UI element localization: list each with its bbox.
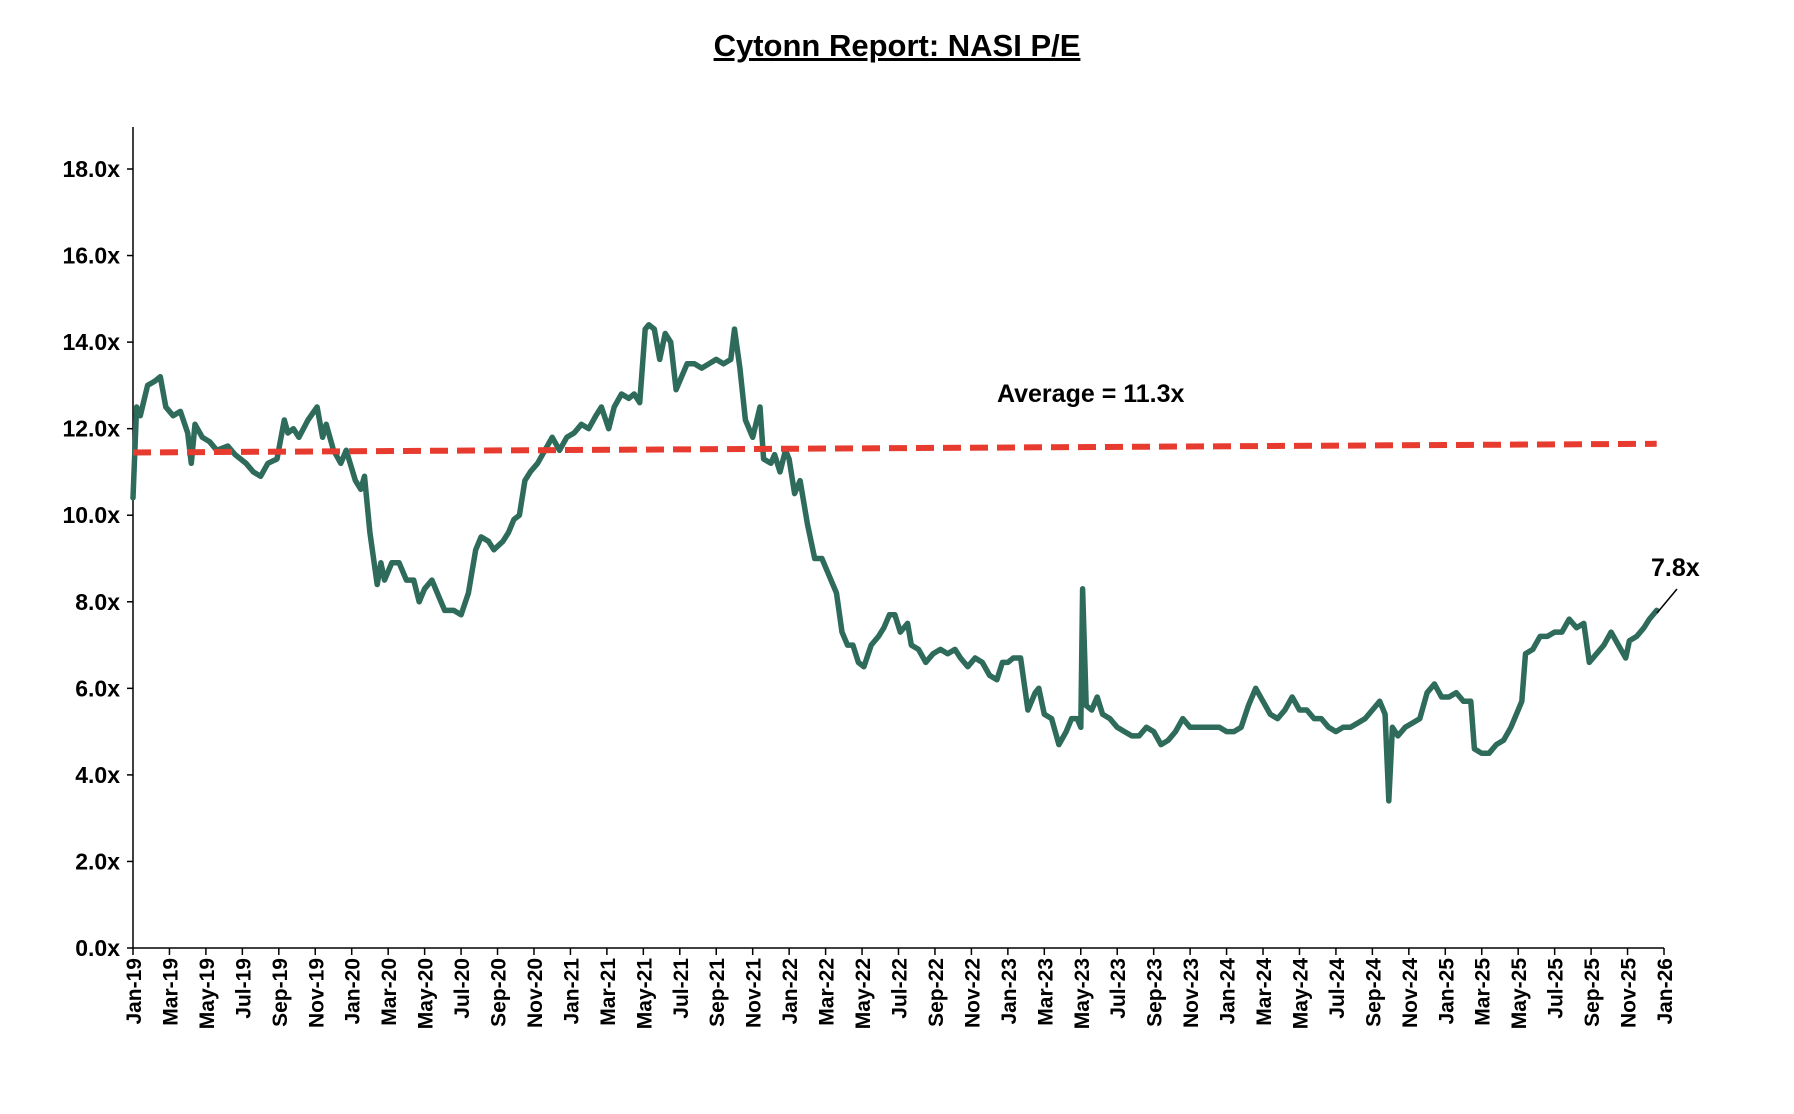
y-tick-label: 12.0x (62, 416, 120, 442)
x-tick-label: Nov-24 (1399, 958, 1422, 1028)
x-tick-label: Sep-24 (1362, 958, 1385, 1027)
latest-value-annotation: 7.8x (1651, 554, 1700, 582)
x-tick-label: Sep-20 (488, 958, 511, 1027)
x-tick-label: Nov-25 (1618, 958, 1641, 1028)
x-tick-label: Jul-21 (670, 958, 693, 1019)
y-tick-label: 6.0x (75, 675, 120, 701)
y-tick-label: 4.0x (75, 762, 120, 788)
axes (132, 127, 1664, 949)
x-tick-label: Mar-19 (159, 958, 182, 1026)
x-tick-label: Nov-22 (961, 958, 984, 1028)
x-tick-label: Sep-23 (1144, 958, 1167, 1027)
x-tick-label: Sep-25 (1581, 958, 1604, 1027)
x-tick-label: Jul-22 (889, 958, 912, 1019)
x-tick-label: May-20 (415, 958, 438, 1029)
x-tick-label: Mar-24 (1253, 958, 1276, 1026)
x-tick-label: May-19 (196, 958, 219, 1029)
pe-series-line (130, 322, 1660, 804)
average-line (132, 440, 1657, 456)
y-axis-ticks: 0.0x 2.0x 4.0x 6.0x 8.0x 10.0x 12.0x 14.0x 16.0x… (62, 156, 133, 961)
x-tick-label: Jan-20 (342, 958, 365, 1025)
x-tick-label: Jul-19 (232, 958, 255, 1019)
x-tick-label: Jul-24 (1326, 958, 1349, 1019)
series-layer (130, 322, 1660, 804)
x-tick-label: Jan-25 (1435, 958, 1458, 1025)
x-tick-label: Sep-19 (269, 958, 292, 1027)
x-tick-label: Jan-21 (560, 958, 583, 1025)
x-tick-label: Jan-24 (1217, 958, 1240, 1025)
y-tick-label: 14.0x (62, 329, 120, 355)
x-tick-label: Sep-21 (706, 958, 729, 1027)
y-tick-label: 0.0x (75, 935, 120, 961)
x-tick-label: May-21 (633, 958, 656, 1030)
x-tick-label: Mar-25 (1472, 958, 1495, 1026)
x-tick-label: Jul-20 (451, 958, 474, 1019)
average-annotation: Average = 11.3x (997, 380, 1185, 408)
y-tick-label: 2.0x (75, 848, 120, 874)
x-tick-label: Jan-26 (1654, 958, 1677, 1025)
x-tick-label: May-22 (852, 958, 875, 1029)
x-tick-label: Mar-22 (816, 958, 839, 1026)
x-tick-label: Jan-22 (779, 958, 802, 1025)
x-tick-label: May-23 (1071, 958, 1094, 1029)
x-tick-label: Nov-20 (524, 958, 547, 1028)
x-tick-label: Mar-20 (378, 958, 401, 1026)
y-tick-label: 8.0x (75, 589, 120, 615)
x-axis-ticks: Jan-19 Mar-19 May-19 Jul-19 Sep-19 Nov-19 Jan-… (123, 948, 1677, 1029)
y-tick-label: 10.0x (62, 502, 120, 528)
x-tick-label: Mar-21 (597, 958, 620, 1026)
x-tick-label: May-24 (1289, 958, 1312, 1030)
x-tick-label: Nov-19 (305, 958, 328, 1028)
x-tick-label: May-25 (1508, 958, 1531, 1030)
x-tick-label: Nov-21 (743, 958, 766, 1028)
chart-title: Cytonn Report: NASI P/E (713, 28, 1081, 63)
x-tick-label: Nov-23 (1180, 958, 1203, 1028)
x-tick-label: Jul-25 (1545, 958, 1568, 1019)
latest-value-leader-line (1656, 588, 1678, 614)
x-tick-label: Jul-23 (1107, 958, 1130, 1019)
x-tick-label: Sep-22 (925, 958, 948, 1027)
y-tick-label: 16.0x (62, 243, 120, 269)
x-tick-label: Mar-23 (1034, 958, 1057, 1026)
x-tick-label: Jan-23 (998, 958, 1021, 1025)
y-tick-label: 18.0x (62, 156, 120, 182)
x-tick-label: Jan-19 (123, 958, 146, 1025)
